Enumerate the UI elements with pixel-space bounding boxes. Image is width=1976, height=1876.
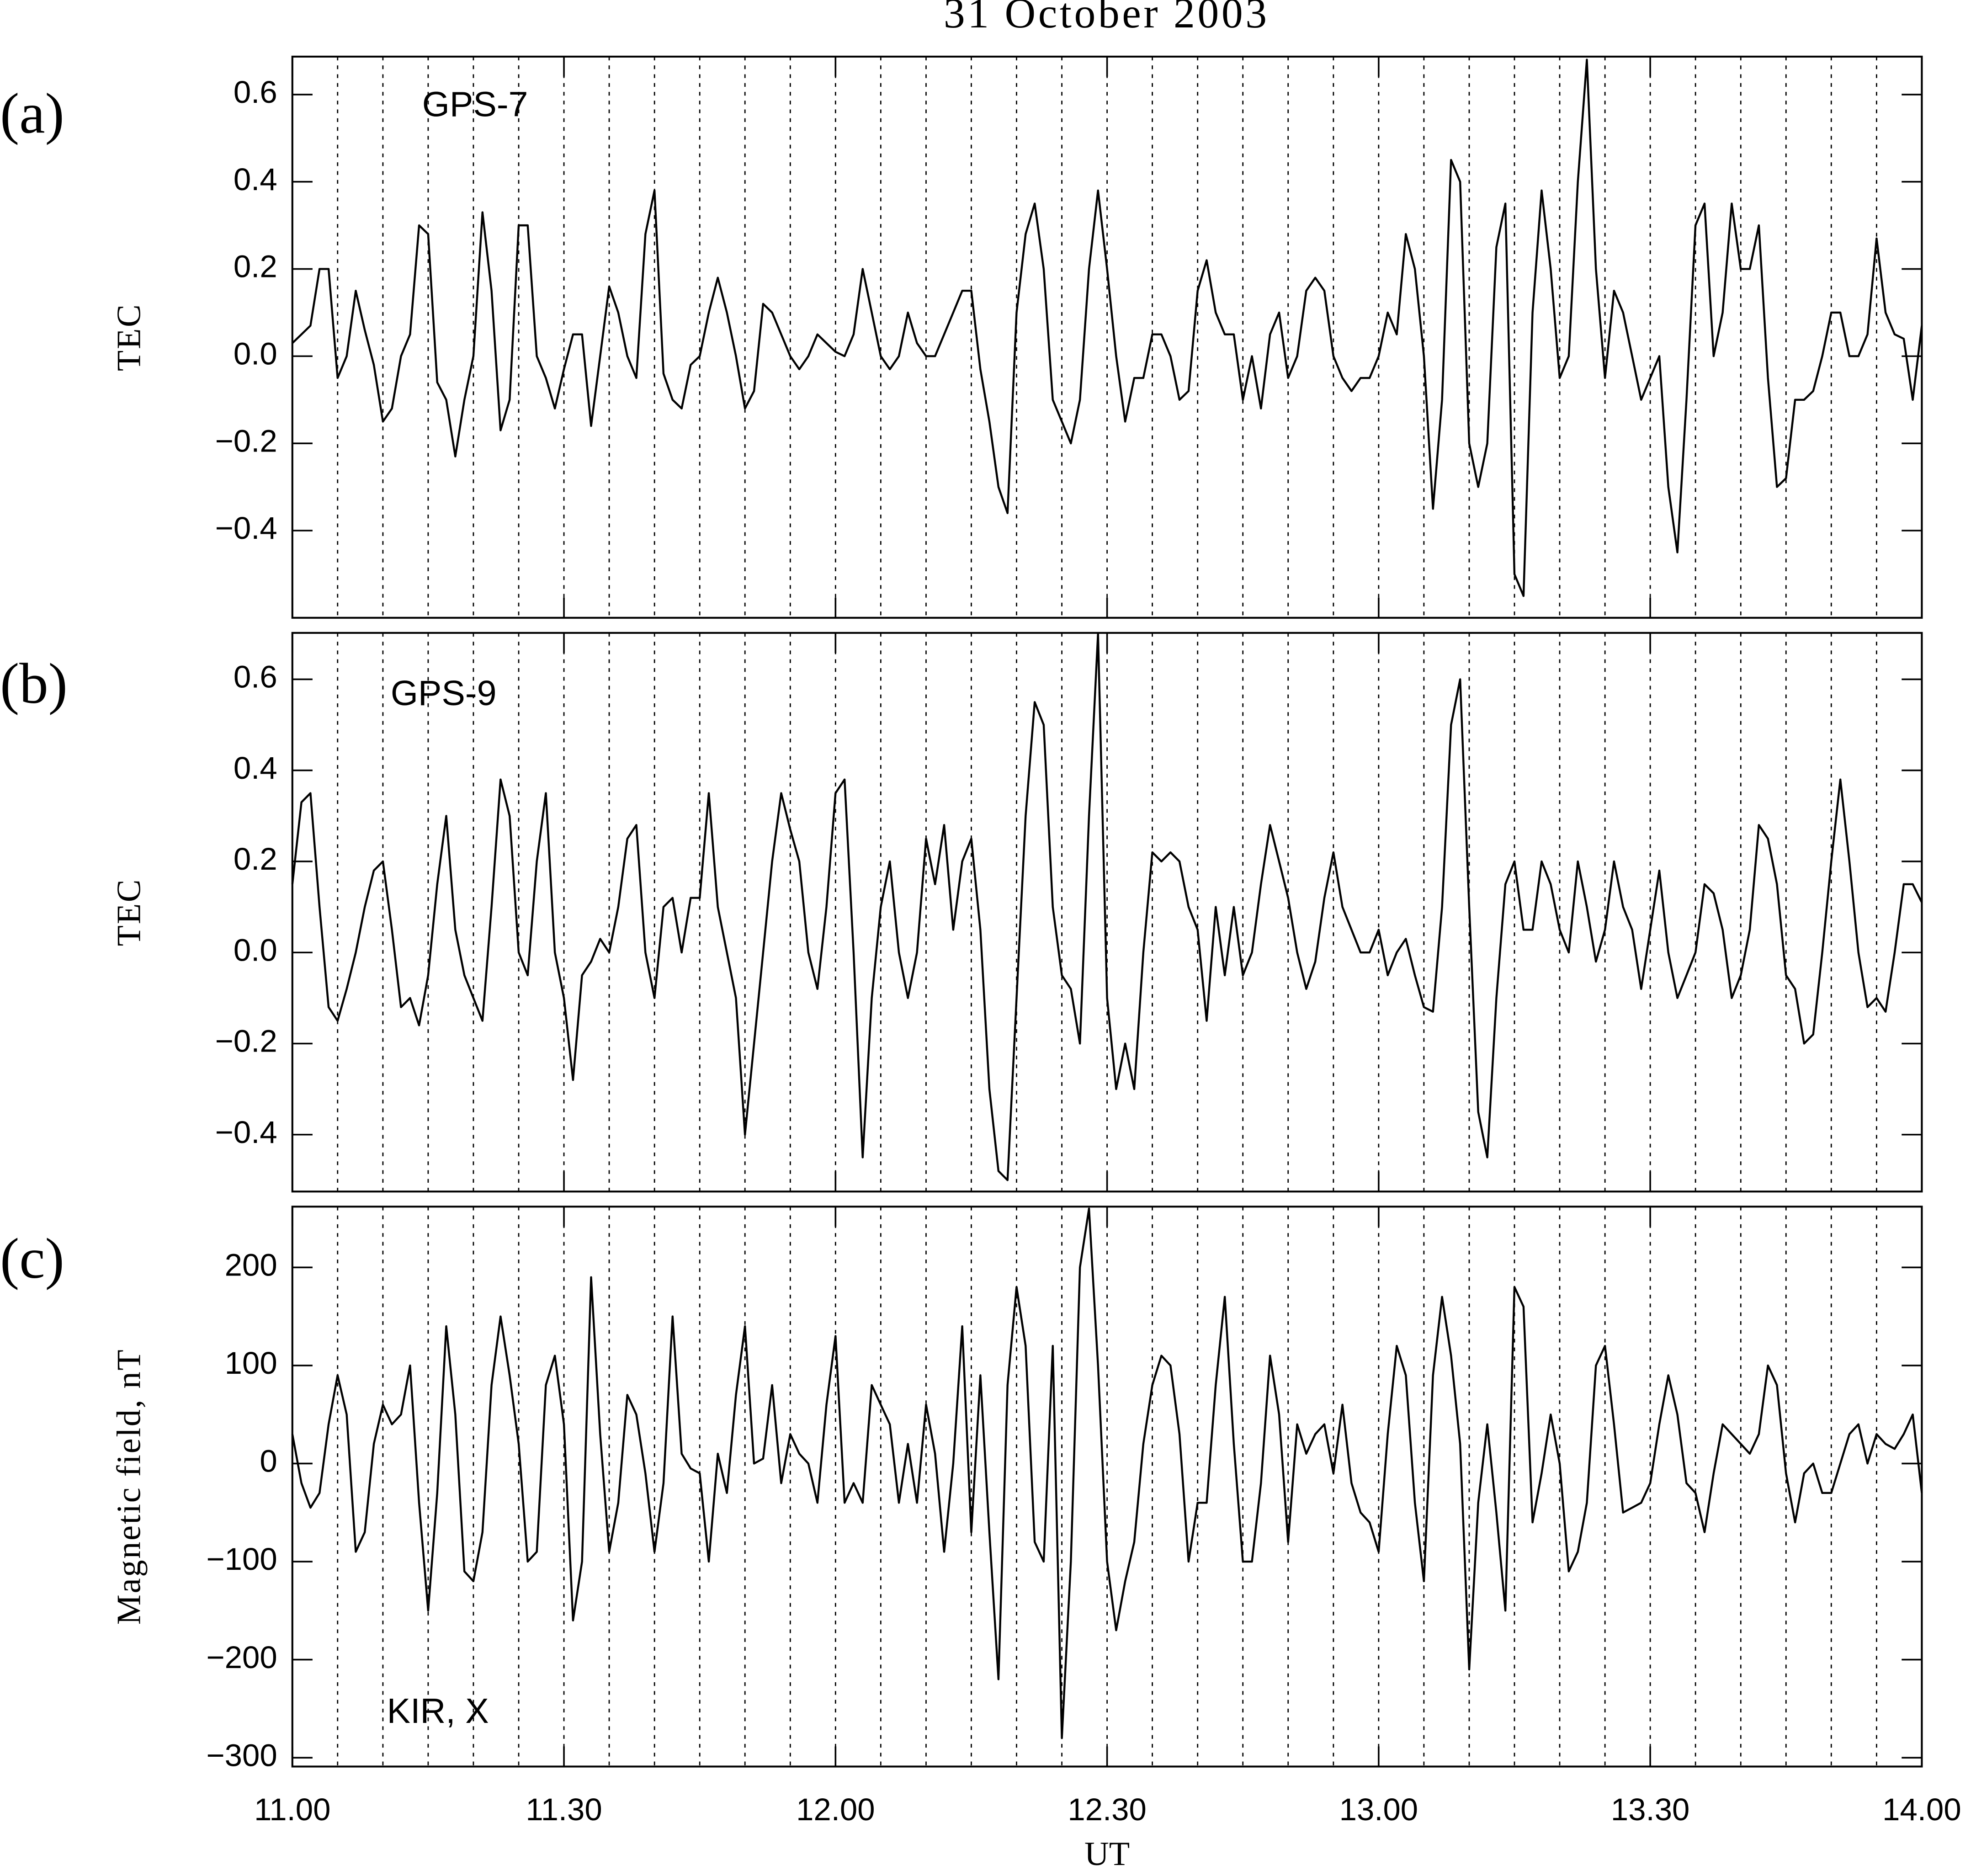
y-tick-label: −100 <box>206 1541 277 1577</box>
data-line <box>292 58 1923 597</box>
annotation: GPS-9 <box>391 674 497 713</box>
y-axis-label: TEC <box>111 878 148 946</box>
x-tick-label: 12.00 <box>796 1792 875 1827</box>
y-axis-label: TEC <box>111 303 148 372</box>
y-tick-label: 0.0 <box>234 336 277 372</box>
y-axis-label: Magnetic field, nT <box>111 1349 148 1625</box>
y-tick-label: 0.4 <box>234 750 277 786</box>
y-tick-label: −300 <box>206 1738 277 1773</box>
y-tick-label: 100 <box>225 1345 277 1381</box>
y-tick-label: 0.6 <box>234 659 277 695</box>
data-line <box>291 632 1923 1181</box>
y-tick-label: 0 <box>260 1444 277 1479</box>
x-axis-label: UT <box>1084 1835 1130 1873</box>
x-tick-label: 11.00 <box>254 1792 330 1827</box>
y-tick-label: −0.4 <box>215 1115 277 1150</box>
x-tick-label: 14.00 <box>1882 1792 1961 1827</box>
plot-frame <box>291 55 1923 619</box>
y-tick-label: −0.4 <box>215 510 277 546</box>
y-tick-label: −0.2 <box>215 423 277 458</box>
annotation: KIR, X <box>387 1691 489 1731</box>
y-tick-label: 0.4 <box>234 162 277 197</box>
chart-title: 31 October 2003 <box>944 0 1270 37</box>
panel-label: (c) <box>0 1227 64 1291</box>
x-tick-label: 13.00 <box>1339 1792 1418 1827</box>
panel-label: (b) <box>0 652 68 716</box>
x-tick-label: 12.30 <box>1068 1792 1146 1827</box>
y-tick-label: 0.2 <box>234 841 277 877</box>
x-tick-label: 11.30 <box>526 1792 602 1827</box>
y-tick-label: 200 <box>225 1248 277 1283</box>
x-tick-label: 13.30 <box>1611 1792 1689 1827</box>
plot-frame <box>291 632 1923 1193</box>
y-tick-label: 0.0 <box>234 932 277 967</box>
y-tick-label: −0.2 <box>215 1024 277 1059</box>
y-tick-label: 0.6 <box>234 74 277 110</box>
annotation: GPS-7 <box>422 85 528 124</box>
data-line <box>291 1207 1923 1739</box>
panel-label: (a) <box>0 82 64 146</box>
y-tick-label: −200 <box>206 1640 277 1675</box>
y-tick-label: 0.2 <box>234 249 277 284</box>
